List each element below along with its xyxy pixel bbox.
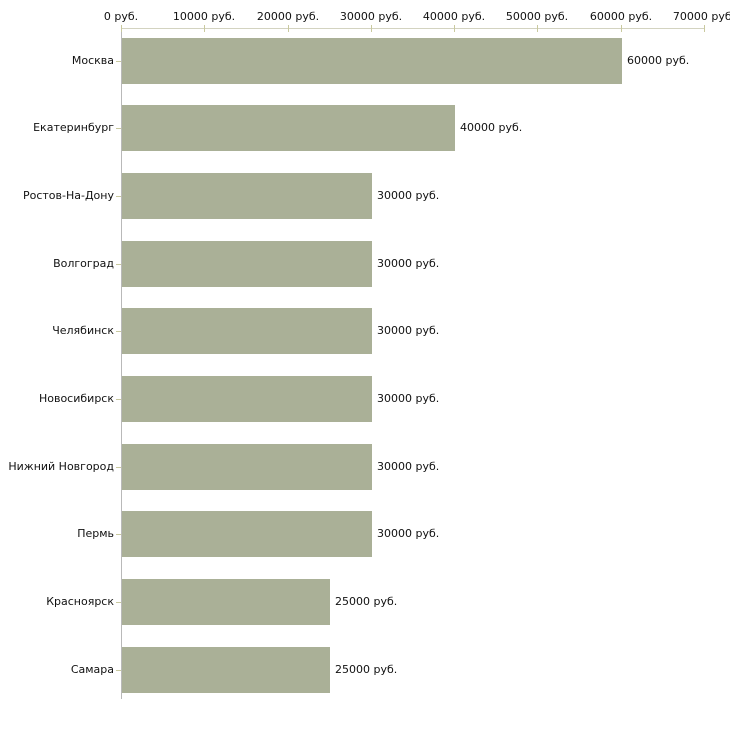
x-axis-tick-label: 50000 руб.	[505, 10, 569, 23]
y-axis-line	[121, 28, 122, 699]
value-label: 25000 руб.	[335, 595, 398, 608]
category-tick-mark	[116, 128, 121, 129]
category-tick-mark	[116, 602, 121, 603]
x-axis-tick-mark	[537, 25, 538, 32]
value-label: 60000 руб.	[627, 54, 690, 67]
value-label: 30000 руб.	[377, 527, 440, 540]
x-axis-tick-mark	[288, 25, 289, 32]
category-tick-mark	[116, 534, 121, 535]
bar	[122, 376, 372, 422]
x-axis-tick-label: 10000 руб.	[172, 10, 236, 23]
bar	[122, 579, 330, 625]
category-tick-mark	[116, 331, 121, 332]
x-axis-tick-label: 20000 руб.	[256, 10, 320, 23]
x-axis-tick-label: 60000 руб.	[589, 10, 653, 23]
value-label: 30000 руб.	[377, 324, 440, 337]
category-tick-mark	[116, 196, 121, 197]
x-axis-tick-mark	[621, 25, 622, 32]
x-axis-tick-mark	[121, 25, 122, 32]
bar	[122, 444, 372, 490]
category-label: Екатеринбург	[33, 121, 114, 134]
x-axis-tick-mark	[371, 25, 372, 32]
category-label: Москва	[71, 54, 114, 67]
x-axis-tick-mark	[454, 25, 455, 32]
category-tick-mark	[116, 670, 121, 671]
category-label: Новосибирск	[38, 392, 114, 405]
x-axis-tick-mark	[704, 25, 705, 32]
bar	[122, 38, 622, 84]
category-label: Пермь	[77, 527, 114, 540]
bar	[122, 647, 330, 693]
category-label: Нижний Новгород	[8, 460, 114, 473]
value-label: 40000 руб.	[460, 121, 523, 134]
category-label: Красноярск	[46, 595, 114, 608]
value-label: 30000 руб.	[377, 392, 440, 405]
category-tick-mark	[116, 61, 121, 62]
x-axis-tick-label: 0 руб.	[103, 10, 139, 23]
x-axis-tick-label: 40000 руб.	[422, 10, 486, 23]
x-axis-tick-mark	[204, 25, 205, 32]
category-label: Самара	[70, 663, 114, 676]
x-axis-tick-label: 70000 руб.	[672, 10, 730, 23]
x-axis-tick-label: 30000 руб.	[339, 10, 403, 23]
value-label: 30000 руб.	[377, 460, 440, 473]
value-label: 30000 руб.	[377, 257, 440, 270]
value-label: 30000 руб.	[377, 189, 440, 202]
category-label: Челябинск	[52, 324, 114, 337]
category-tick-mark	[116, 399, 121, 400]
value-label: 25000 руб.	[335, 663, 398, 676]
bar	[122, 511, 372, 557]
category-tick-mark	[116, 264, 121, 265]
bar	[122, 173, 372, 219]
bar	[122, 308, 372, 354]
category-tick-mark	[116, 467, 121, 468]
bar	[122, 105, 455, 151]
bar	[122, 241, 372, 287]
category-label: Волгоград	[53, 257, 114, 270]
category-label: Ростов-На-Дону	[22, 189, 114, 202]
x-axis-line	[121, 28, 704, 29]
